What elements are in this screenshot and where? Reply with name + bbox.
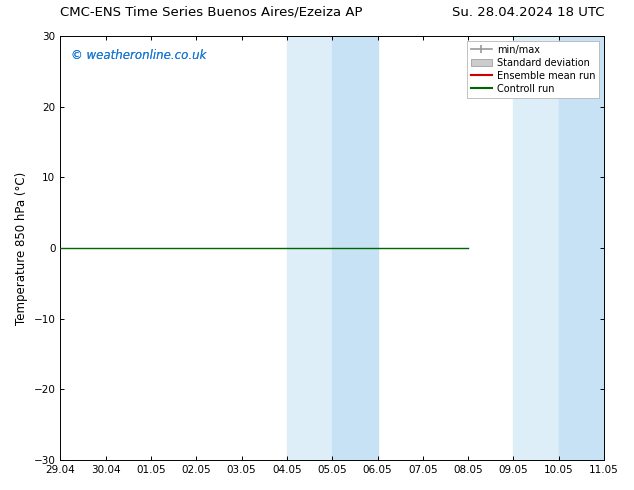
- Bar: [514, 36, 559, 460]
- Legend: min/max, Standard deviation, Ensemble mean run, Controll run: min/max, Standard deviation, Ensemble me…: [467, 41, 599, 98]
- Text: © weatheronline.co.uk: © weatheronline.co.uk: [71, 49, 207, 62]
- Text: © weatheronline.co.uk: © weatheronline.co.uk: [71, 49, 207, 62]
- Text: CMC-ENS Time Series Buenos Aires/Ezeiza AP: CMC-ENS Time Series Buenos Aires/Ezeiza …: [60, 6, 363, 19]
- Y-axis label: Temperature 850 hPa (°C): Temperature 850 hPa (°C): [15, 172, 28, 325]
- Text: Su. 28.04.2024 18 UTC: Su. 28.04.2024 18 UTC: [451, 6, 604, 19]
- Bar: [332, 36, 377, 460]
- Bar: [287, 36, 332, 460]
- Bar: [559, 36, 604, 460]
